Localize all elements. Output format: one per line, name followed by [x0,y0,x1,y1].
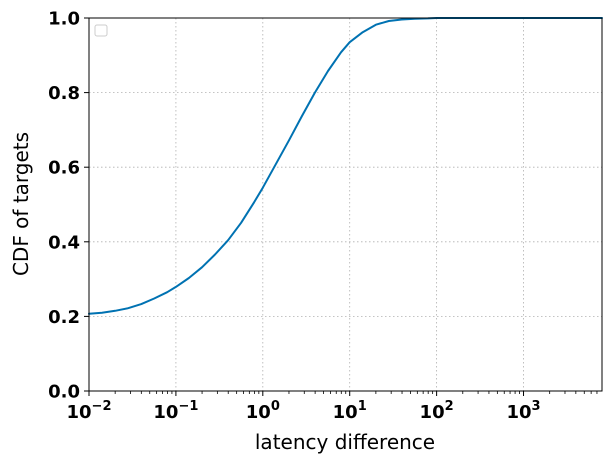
grid-layer [88,18,602,391]
tick-layer: 10−2 10−1 100 101 102 103 0.0 0.2 0.4 0.6 0.8 1.0 [48,9,598,423]
series-layer [88,17,603,315]
y-axis-label: CDF of targets [9,132,33,276]
x-tick-label: 10−1 [153,399,198,423]
plot-frame [88,17,603,392]
y-tick-label: 0.6 [48,158,80,179]
x-tick-label: 10−2 [66,399,111,423]
legend-box [94,24,108,37]
y-tick-label: 1.0 [48,9,80,30]
x-tick-label: 103 [506,399,540,423]
x-tick-label: 102 [420,399,454,423]
y-tick-label: 0.8 [48,83,80,104]
x-tick-label: 100 [246,399,280,423]
cdf-series-line [88,17,603,315]
x-axis-label: latency difference [255,430,435,454]
y-tick-label: 0.0 [48,382,80,403]
y-tick-label: 0.4 [48,232,80,253]
y-tick-label: 0.2 [48,307,80,328]
x-tick-label: 101 [333,399,367,423]
